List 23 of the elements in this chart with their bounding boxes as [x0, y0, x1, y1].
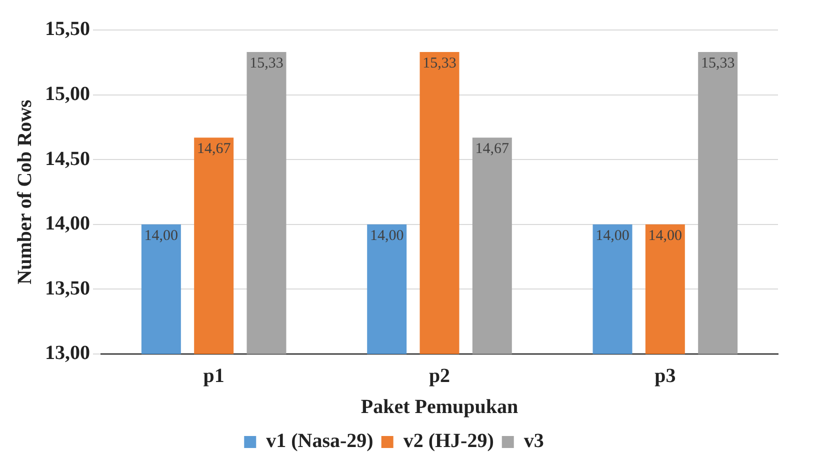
- data-label: 14,67: [475, 141, 510, 158]
- data-label: 14,00: [144, 228, 178, 244]
- y-tick-label: 13,50: [45, 277, 90, 300]
- y-tick-label: 14,00: [45, 212, 90, 235]
- y-tick-label: 13,00: [45, 342, 90, 364]
- data-label: 14,00: [596, 228, 630, 244]
- data-label: 15,33: [422, 55, 456, 72]
- x-tick-label: p2: [428, 365, 450, 388]
- y-axis-title: Number of Cob Rows: [14, 99, 36, 284]
- y-tick-label: 14,50: [45, 148, 90, 170]
- data-label: 15,33: [250, 55, 284, 72]
- y-tick-label: 15,50: [45, 18, 90, 40]
- x-axis-title: Paket Pemupukan: [360, 396, 518, 418]
- x-tick-label: p1: [203, 365, 224, 388]
- data-label: 15,33: [700, 55, 735, 72]
- legend-label: v2 (HJ-29): [403, 430, 494, 452]
- data-label: 14,00: [370, 228, 404, 244]
- legend-label: v3: [524, 430, 544, 452]
- data-label: 14,00: [648, 228, 682, 244]
- data-label: 14,67: [196, 141, 232, 158]
- y-tick-label: 15,00: [45, 82, 90, 105]
- x-tick-label: p3: [654, 365, 676, 388]
- legend-label: v1 (Nasa-29): [266, 430, 374, 452]
